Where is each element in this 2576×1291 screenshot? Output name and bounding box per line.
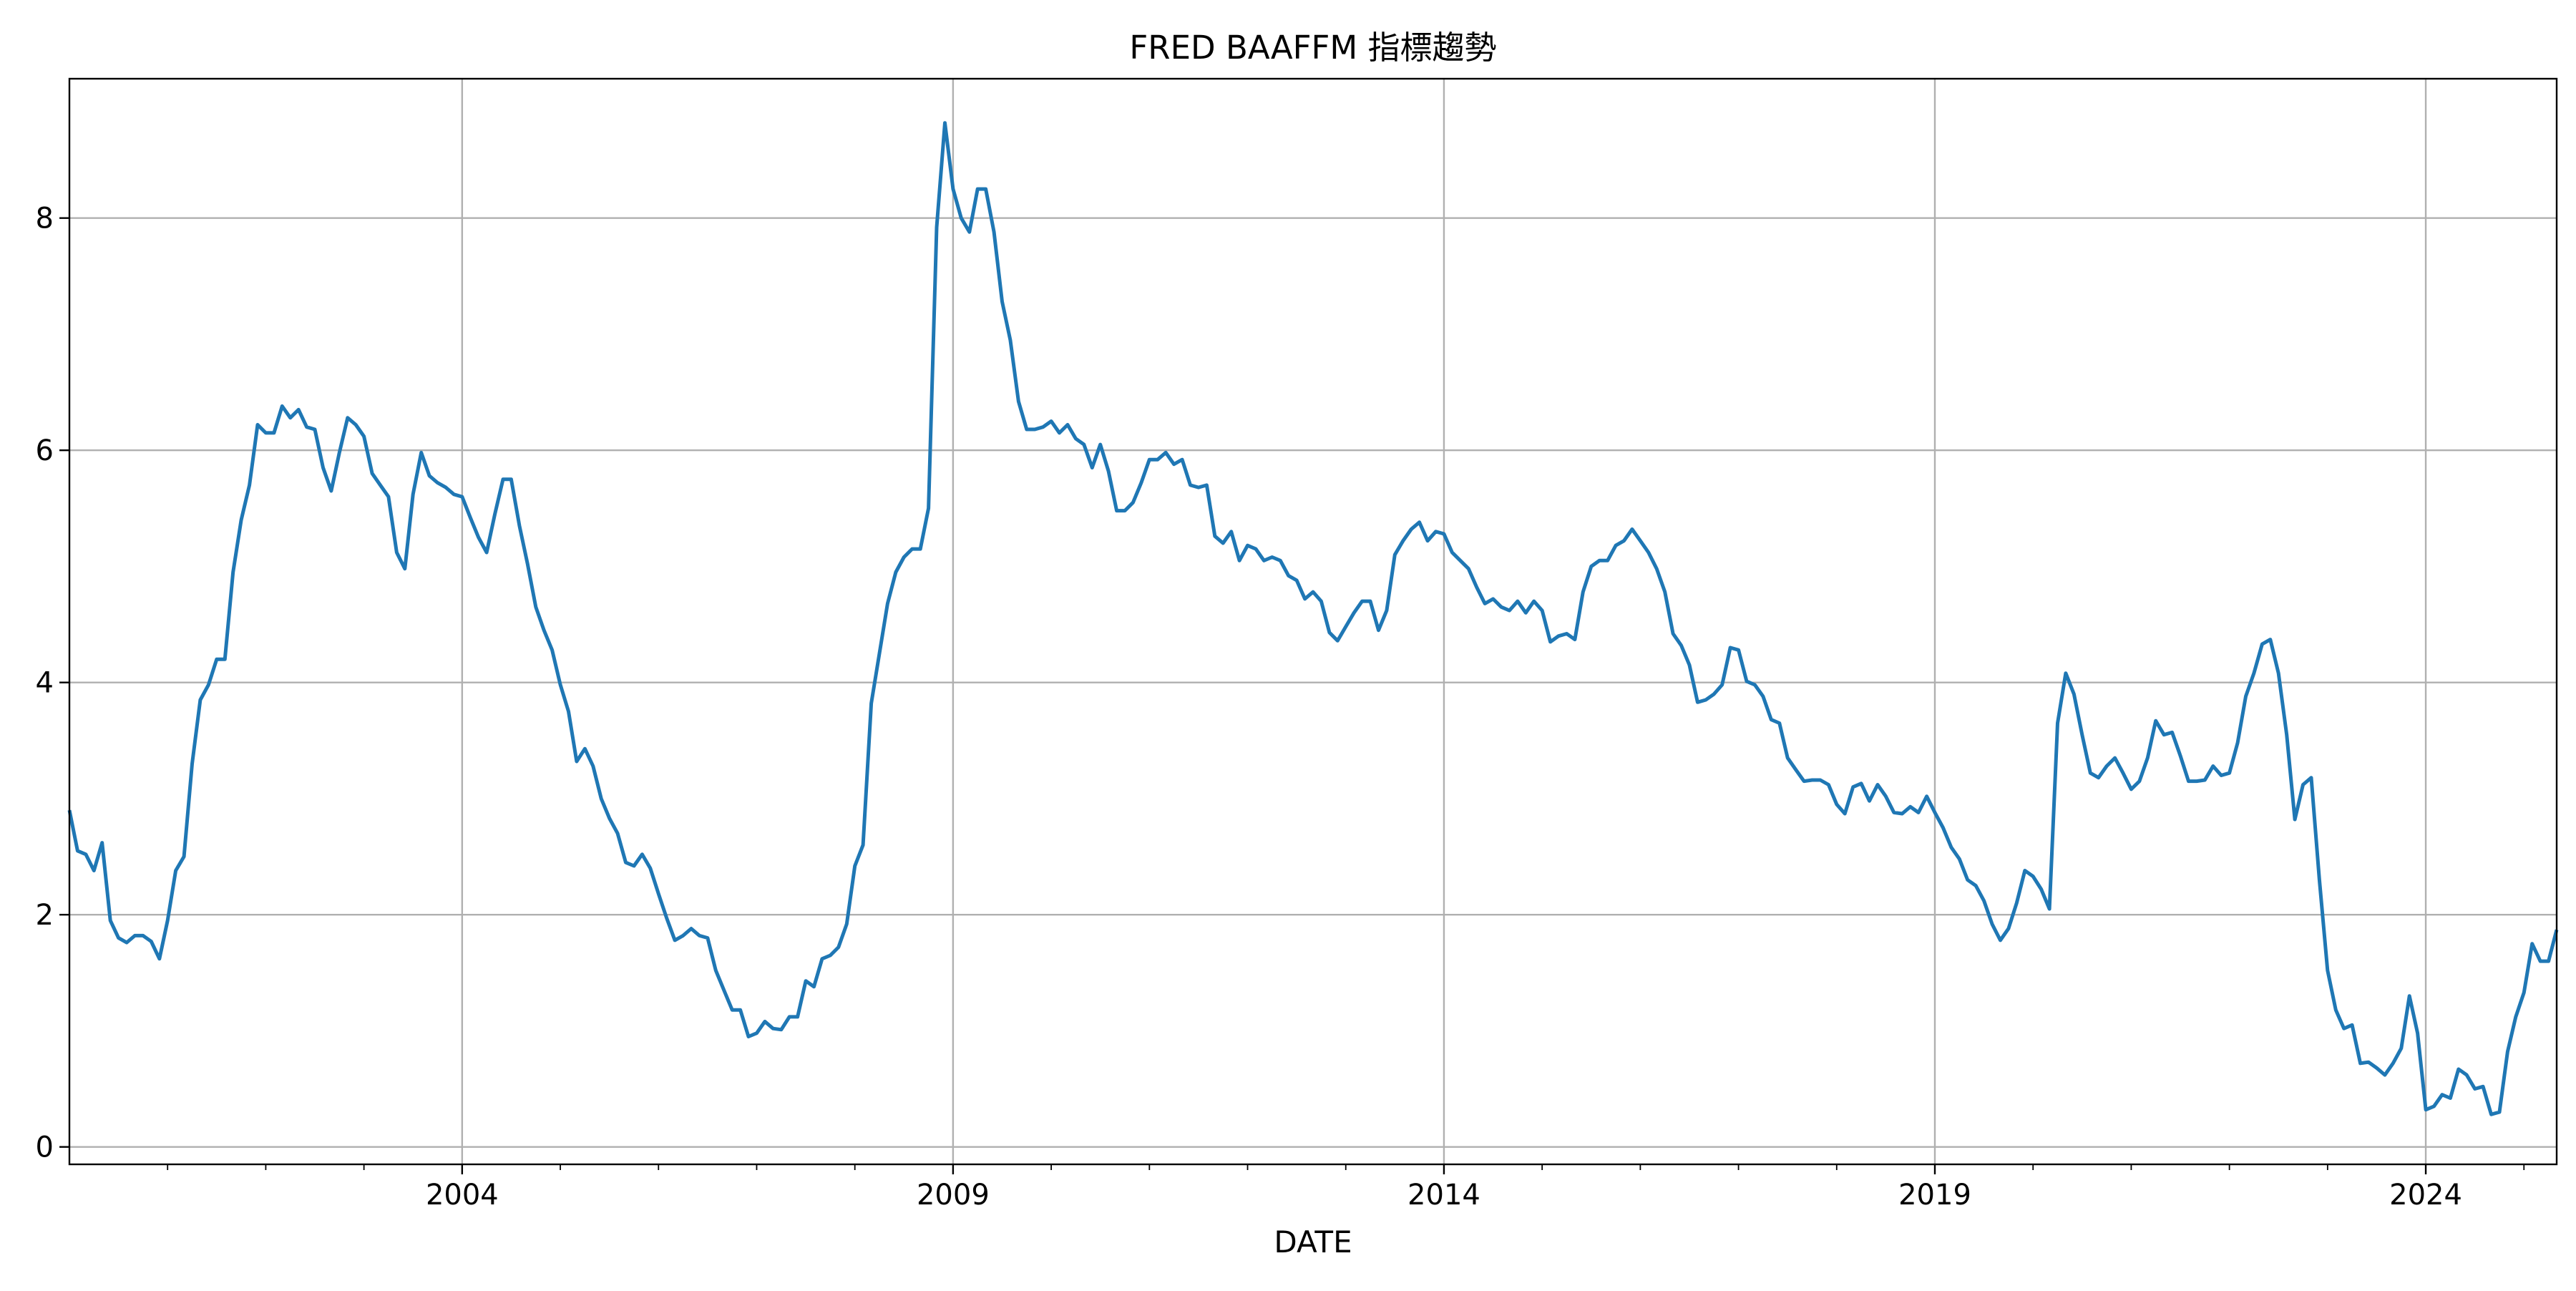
y-tick-label: 8 — [36, 203, 54, 235]
x-axis: 2004 2009 2014 2019 2024 — [167, 1164, 2525, 1212]
grid-lines — [69, 79, 2557, 1164]
x-tick-label: 2004 — [426, 1179, 499, 1212]
chart-title: FRED BAAFFM 指標趨勢 — [1129, 29, 1496, 67]
x-tick-label: 2009 — [917, 1179, 990, 1212]
y-tick-label: 4 — [36, 667, 54, 700]
series-layer — [67, 121, 2559, 1116]
x-axis-label: DATE — [1274, 1224, 1352, 1260]
x-tick-label: 2014 — [1407, 1179, 1480, 1212]
y-axis: 0 2 4 6 8 — [36, 203, 69, 1164]
series-line — [67, 121, 2559, 1116]
y-tick-label: 2 — [36, 899, 54, 932]
y-tick-label: 0 — [36, 1131, 54, 1164]
x-tick-label: 2019 — [1898, 1179, 1971, 1212]
y-tick-label: 6 — [36, 434, 54, 467]
plot-frame — [68, 77, 2558, 1166]
x-tick-label: 2024 — [2389, 1179, 2462, 1212]
